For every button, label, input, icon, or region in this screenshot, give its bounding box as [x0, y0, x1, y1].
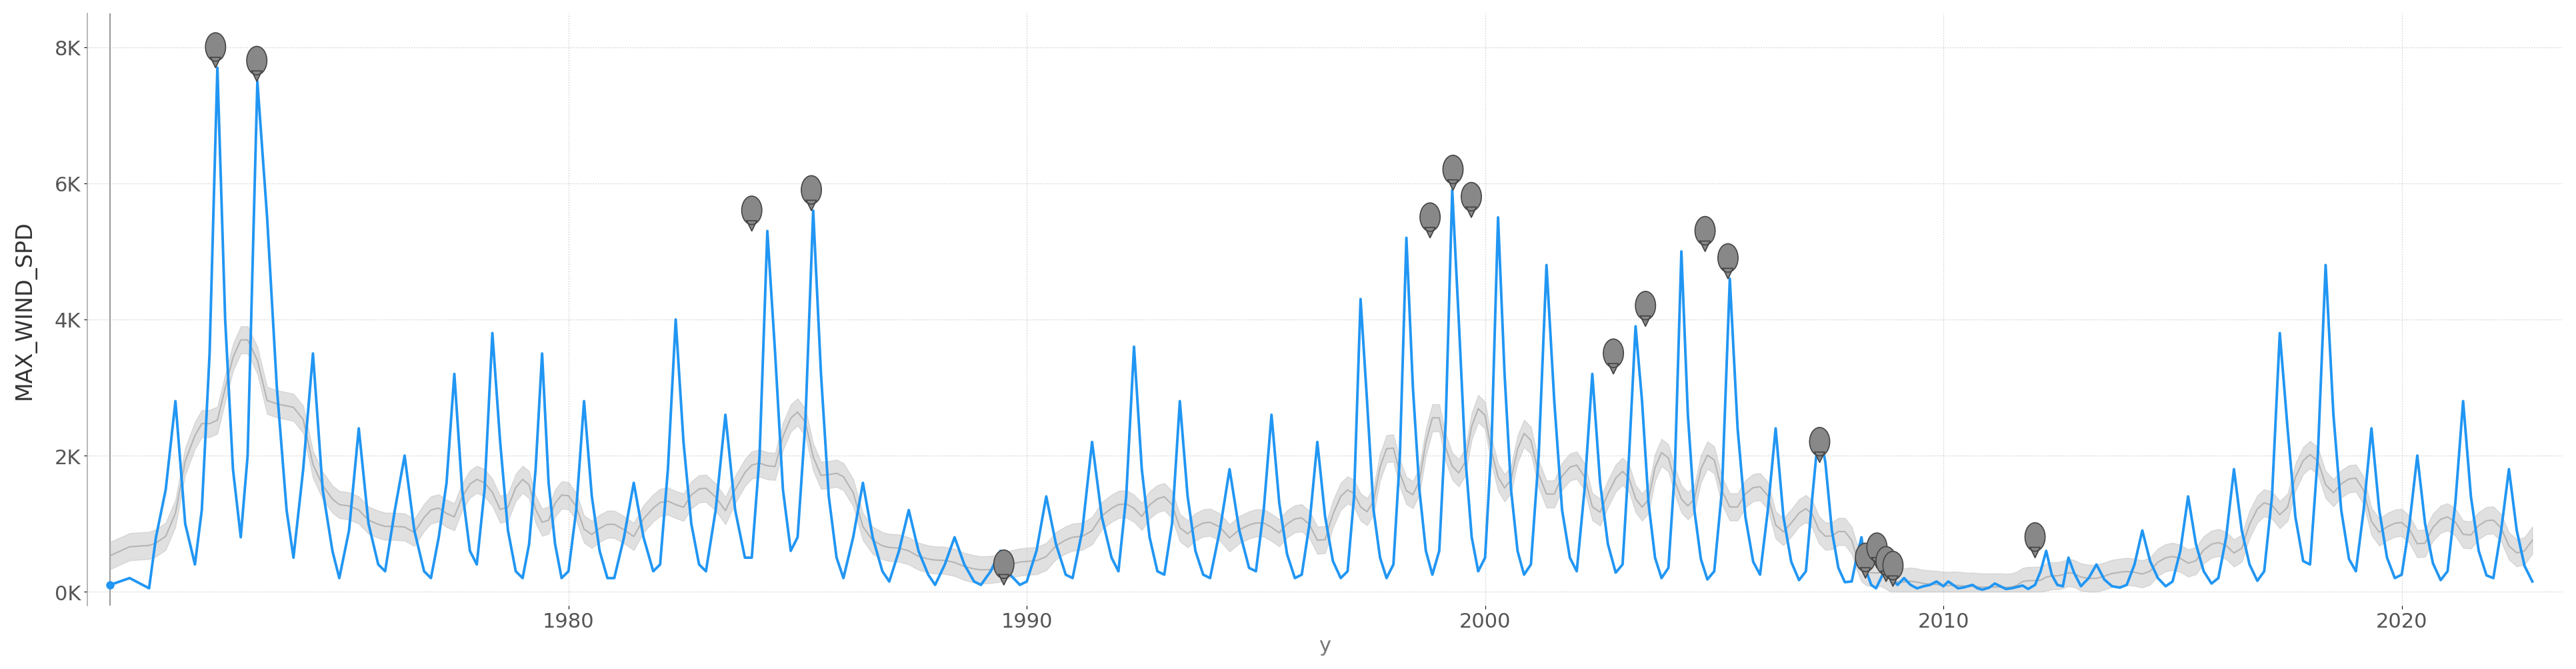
Ellipse shape [742, 197, 762, 225]
Ellipse shape [1695, 217, 1716, 246]
Ellipse shape [1718, 244, 1739, 272]
Ellipse shape [1602, 339, 1623, 368]
Polygon shape [1425, 228, 1435, 238]
Polygon shape [1723, 269, 1734, 279]
Ellipse shape [801, 176, 822, 205]
Polygon shape [1641, 316, 1651, 326]
Polygon shape [1466, 207, 1476, 218]
Polygon shape [747, 221, 757, 231]
X-axis label: y: y [1319, 636, 1332, 655]
Polygon shape [999, 575, 1010, 585]
Polygon shape [1607, 364, 1618, 374]
Ellipse shape [1875, 547, 1896, 575]
Ellipse shape [1443, 156, 1463, 184]
Ellipse shape [994, 550, 1015, 579]
Polygon shape [1888, 576, 1899, 586]
Ellipse shape [1461, 183, 1481, 211]
Polygon shape [1873, 558, 1883, 568]
Polygon shape [1880, 571, 1891, 581]
Ellipse shape [1419, 203, 1440, 231]
Polygon shape [1814, 452, 1824, 462]
Polygon shape [806, 201, 817, 211]
Ellipse shape [1855, 543, 1875, 572]
Ellipse shape [206, 33, 227, 62]
Polygon shape [1860, 568, 1870, 578]
Ellipse shape [247, 47, 268, 76]
Polygon shape [252, 72, 263, 82]
Ellipse shape [2025, 523, 2045, 551]
Polygon shape [211, 58, 222, 68]
Y-axis label: MAX_WIND_SPD: MAX_WIND_SPD [13, 220, 36, 399]
Polygon shape [2030, 547, 2040, 558]
Ellipse shape [1883, 551, 1904, 580]
Ellipse shape [1808, 427, 1829, 456]
Polygon shape [1448, 181, 1458, 191]
Ellipse shape [1868, 533, 1888, 561]
Polygon shape [1700, 242, 1710, 252]
Ellipse shape [1636, 292, 1656, 320]
